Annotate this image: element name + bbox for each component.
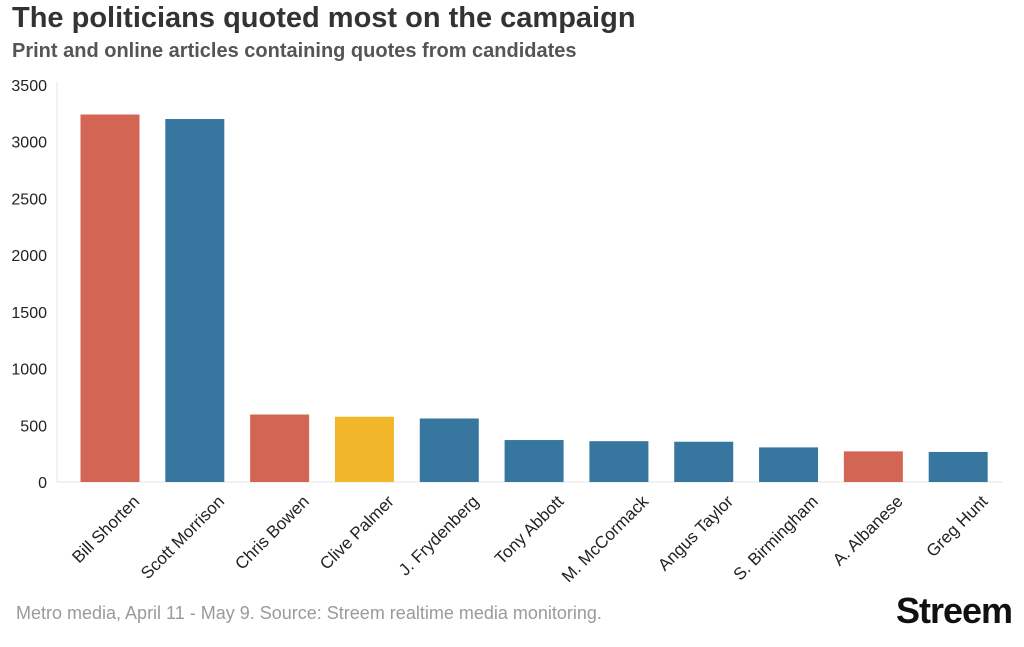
- y-tick-label: 2500: [11, 191, 47, 208]
- bar-greg-hunt: [928, 451, 988, 482]
- x-tick-label: S. Birmingham: [730, 492, 822, 584]
- bar-j-frydenberg: [419, 418, 479, 482]
- x-tick-label: Chris Bowen: [231, 492, 313, 574]
- bar-s-birmingham: [759, 447, 819, 482]
- y-tick-label: 2000: [11, 248, 47, 265]
- x-tick-label: Tony Abbott: [491, 492, 567, 568]
- streem-logo: Streem: [895, 590, 1013, 631]
- x-tick-label: Clive Palmer: [316, 492, 398, 574]
- y-tick-label: 3000: [11, 135, 47, 152]
- bar-tony-abbott: [504, 440, 564, 482]
- bar-chris-bowen: [250, 414, 310, 482]
- source-note: Metro media, April 11 - May 9. Source: S…: [16, 603, 602, 623]
- bar-scott-morrison: [165, 119, 225, 483]
- bar-clive-palmer: [334, 416, 394, 482]
- y-tick-label: 3500: [11, 78, 47, 95]
- y-tick-label: 1000: [11, 362, 47, 379]
- bar-bill-shorten: [80, 114, 140, 483]
- bar-angus-taylor: [674, 441, 734, 482]
- y-tick-label: 500: [20, 418, 47, 435]
- x-tick-label: A. Albanese: [829, 492, 907, 570]
- y-tick-label: 0: [38, 475, 47, 492]
- x-tick-label: Greg Hunt: [923, 492, 992, 561]
- x-tick-label: Bill Shorten: [68, 492, 143, 567]
- x-tick-label: J. Frydenberg: [395, 492, 483, 580]
- x-tick-label: Scott Morrison: [137, 492, 228, 583]
- chart-title: The politicians quoted most on the campa…: [12, 2, 636, 34]
- x-tick-label: M. McCormack: [558, 492, 653, 587]
- y-tick-label: 1500: [11, 305, 47, 322]
- chart-subtitle: Print and online articles containing quo…: [12, 40, 577, 62]
- bar-chart: 0 500 1000 1500 2000 2500 3000 3500 Bill Shorte…: [11, 78, 1002, 587]
- y-axis-ticks: 0 500 1000 1500 2000 2500 3000 3500: [11, 78, 47, 492]
- bars-group: [80, 114, 988, 483]
- bar-a-albanese: [843, 451, 903, 482]
- bar-m-mccormack: [589, 441, 649, 482]
- x-tick-label: Angus Taylor: [654, 492, 737, 575]
